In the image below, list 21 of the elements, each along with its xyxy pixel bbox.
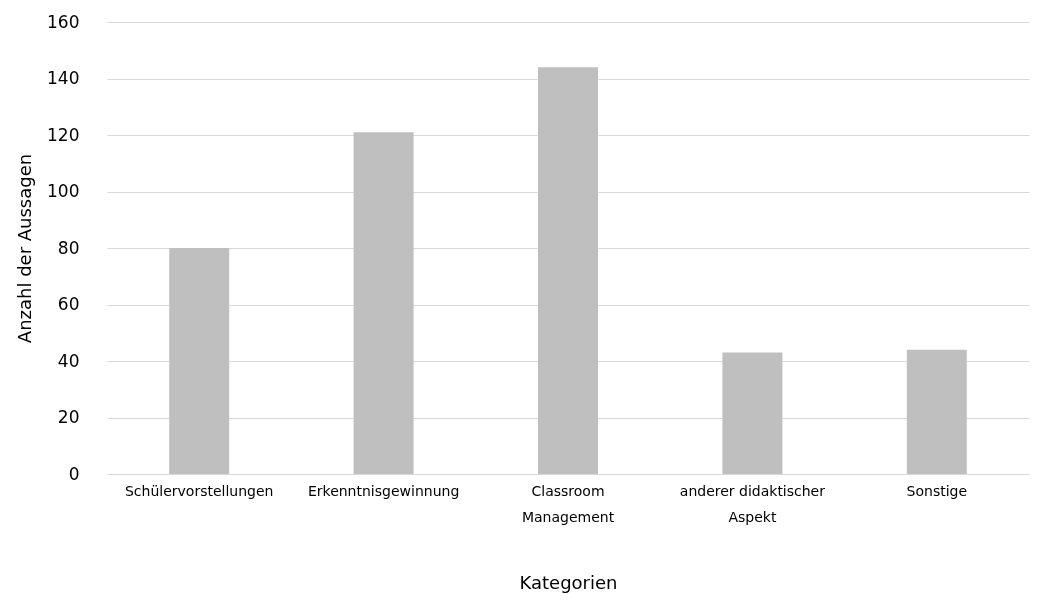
x-tick-label: Sonstige xyxy=(906,482,968,499)
x-tick-label: Erkenntnisgewinnung xyxy=(307,482,460,499)
x-tick-label: Schülervorstellungen xyxy=(124,482,274,499)
y-tick-label: 80 xyxy=(57,237,80,258)
bar xyxy=(906,349,967,474)
y-tick-label: 0 xyxy=(68,463,80,484)
y-tick-label: 40 xyxy=(57,350,80,371)
bar xyxy=(353,132,414,474)
y-tick-label: 60 xyxy=(57,294,80,314)
bar xyxy=(722,352,783,474)
bar xyxy=(538,67,598,474)
y-tick-label: 120 xyxy=(47,124,80,145)
x-tick-label: Classroom Management xyxy=(521,482,615,525)
y-tick-label: 160 xyxy=(47,11,80,32)
x-tick-label: anderer didaktischer Aspekt xyxy=(679,482,826,525)
y-tick-label: 20 xyxy=(57,407,80,427)
bar xyxy=(169,248,230,474)
y-axis-title: Anzahl der Aussagen xyxy=(14,153,36,344)
y-tick-label: 140 xyxy=(47,68,80,88)
y-tick-label: 100 xyxy=(47,181,80,201)
x-axis-title: Kategorien xyxy=(519,571,618,593)
